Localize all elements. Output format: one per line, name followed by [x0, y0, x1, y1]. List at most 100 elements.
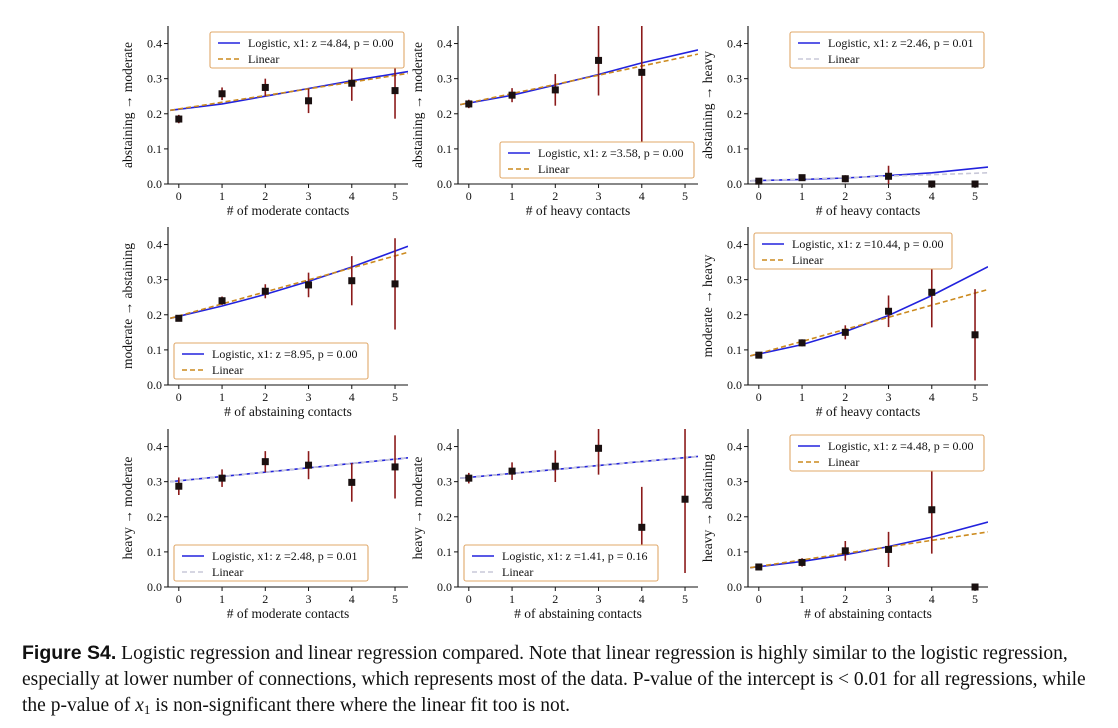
x-tick-label: 2	[262, 592, 268, 606]
y-tick-label: 0.0	[727, 378, 742, 392]
x-tick-label: 5	[392, 390, 398, 404]
x-tick-label: 5	[392, 189, 398, 203]
legend: Logistic, x1: z =3.58, p = 0.00 Linear	[499, 141, 695, 179]
y-axis-label: abstaining → heavy	[700, 51, 715, 159]
x-tick-label: 1	[799, 390, 805, 404]
legend-logistic-label: Logistic, x1: z =1.41, p = 0.16	[502, 549, 648, 563]
x-axis-label: # of abstaining contacts	[804, 606, 932, 621]
data-point	[755, 177, 763, 185]
legend-logistic-label: Logistic, x1: z =10.44, p = 0.00	[792, 237, 944, 251]
y-axis-label: moderate → heavy	[700, 254, 715, 357]
legend-logistic-label: Logistic, x1: z =2.46, p = 0.01	[828, 36, 974, 50]
x-tick-label: 3	[306, 592, 312, 606]
data-point	[595, 444, 603, 452]
data-point	[841, 175, 849, 183]
data-point	[391, 463, 399, 471]
y-axis-label: moderate → abstaining	[120, 243, 135, 369]
legend-linear-label: Linear	[502, 565, 533, 579]
data-point	[305, 97, 313, 105]
legend-logistic-label: Logistic, x1: z =4.48, p = 0.00	[828, 439, 974, 453]
data-point	[681, 495, 689, 503]
legend: Logistic, x1: z =2.48, p = 0.01 Linear	[173, 544, 369, 582]
data-point	[798, 339, 806, 347]
y-tick-label: 0.3	[437, 72, 452, 86]
x-tick-label: 3	[886, 390, 892, 404]
x-axis-label: # of heavy contacts	[526, 203, 631, 218]
x-tick-label: 0	[176, 189, 182, 203]
data-point	[638, 523, 646, 531]
data-point	[928, 288, 936, 296]
chart-panel-3: 0 1 2 3 4 5 0.0 0.1 0.2 0.3 0.4 # of heavy contacts…	[700, 26, 988, 218]
x-tick-label: 1	[509, 592, 515, 606]
chart-panel-5: 0 1 2 3 4 5 0.0 0.1 0.2 0.3 0.4 # of heavy contacts…	[700, 227, 988, 419]
y-tick-label: 0.4	[727, 440, 742, 454]
x-tick-label: 5	[682, 189, 688, 203]
x-tick-label: 4	[929, 390, 935, 404]
y-tick-label: 0.2	[147, 107, 162, 121]
data-point	[841, 547, 849, 555]
caption-text-start: Logistic regression and linear regressio…	[22, 643, 1086, 716]
x-tick-label: 1	[219, 189, 225, 203]
data-point	[465, 474, 473, 482]
x-tick-label: 0	[756, 592, 762, 606]
x-tick-label: 1	[509, 189, 515, 203]
data-point	[348, 478, 356, 486]
x-tick-label: 4	[349, 390, 355, 404]
legend-frame	[753, 232, 953, 270]
x-tick-label: 4	[929, 189, 935, 203]
y-tick-label: 0.4	[727, 238, 742, 252]
legend: Logistic, x1: z =8.95, p = 0.00 Linear	[173, 342, 369, 380]
x-tick-label: 4	[349, 189, 355, 203]
data-point	[971, 583, 979, 591]
legend-linear-label: Linear	[828, 455, 859, 469]
data-point	[261, 287, 269, 295]
x-tick-label: 1	[219, 390, 225, 404]
y-tick-label: 0.1	[147, 142, 162, 156]
logistic-fit-line	[460, 49, 698, 106]
y-tick-label: 0.1	[437, 142, 452, 156]
y-axis-label: abstaining → moderate	[410, 42, 425, 168]
legend-frame	[789, 434, 985, 472]
y-tick-label: 0.4	[147, 440, 162, 454]
logistic-fit-line	[750, 265, 988, 357]
x-tick-label: 2	[552, 592, 558, 606]
data-point	[391, 87, 399, 95]
y-tick-label: 0.2	[437, 107, 452, 121]
x-tick-label: 0	[756, 189, 762, 203]
x-tick-label: 4	[929, 592, 935, 606]
y-tick-label: 0.3	[147, 72, 162, 86]
plot-area	[750, 465, 988, 570]
data-point	[928, 506, 936, 514]
plot-area	[170, 62, 408, 124]
data-point	[175, 314, 183, 322]
legend-frame	[209, 31, 405, 69]
x-tick-label: 1	[219, 592, 225, 606]
chart-panel-6: 0 1 2 3 4 5 0.0 0.1 0.2 0.3 0.4 # of moderate conta…	[120, 429, 408, 621]
y-tick-label: 0.0	[147, 177, 162, 191]
y-tick-label: 0.2	[727, 107, 742, 121]
y-tick-label: 0.3	[147, 273, 162, 287]
y-tick-label: 0.2	[147, 510, 162, 524]
y-tick-label: 0.2	[727, 510, 742, 524]
data-point	[391, 280, 399, 288]
data-point	[798, 558, 806, 566]
logistic-fit-line	[170, 457, 408, 483]
x-tick-label: 5	[682, 592, 688, 606]
y-tick-label: 0.3	[727, 475, 742, 489]
legend-logistic-label: Logistic, x1: z =8.95, p = 0.00	[212, 347, 358, 361]
x-tick-label: 1	[799, 592, 805, 606]
data-point	[551, 86, 559, 94]
legend-logistic-label: Logistic, x1: z =4.84, p = 0.00	[248, 36, 394, 50]
data-point	[755, 351, 763, 359]
x-tick-label: 3	[596, 189, 602, 203]
x-tick-label: 4	[349, 592, 355, 606]
data-point	[508, 91, 516, 99]
y-tick-label: 0.3	[727, 273, 742, 287]
y-tick-label: 0.0	[727, 177, 742, 191]
data-point	[348, 79, 356, 87]
x-axis-label: # of moderate contacts	[227, 203, 350, 218]
legend-logistic-label: Logistic, x1: z =2.48, p = 0.01	[212, 549, 358, 563]
y-tick-label: 0.0	[147, 580, 162, 594]
x-axis-label: # of abstaining contacts	[224, 404, 352, 419]
x-tick-label: 2	[262, 189, 268, 203]
